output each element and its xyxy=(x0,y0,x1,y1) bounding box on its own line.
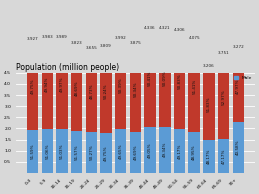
Bar xyxy=(203,69,215,140)
Text: 52.97%: 52.97% xyxy=(221,89,226,105)
Text: 49.75%: 49.75% xyxy=(104,146,108,161)
Bar xyxy=(42,40,53,129)
Bar xyxy=(115,41,126,129)
Bar xyxy=(233,50,244,122)
Text: 51.83%: 51.83% xyxy=(207,97,211,112)
Bar xyxy=(100,49,112,133)
Text: 3.751: 3.751 xyxy=(218,51,229,55)
Text: 50.83%: 50.83% xyxy=(177,73,182,89)
Text: 4.336: 4.336 xyxy=(144,26,156,30)
Text: 48.69%: 48.69% xyxy=(75,81,79,96)
Text: 3.992: 3.992 xyxy=(115,36,127,40)
Text: 50.41%: 50.41% xyxy=(148,71,152,87)
Text: 50.09%: 50.09% xyxy=(163,71,167,86)
Text: 4.321: 4.321 xyxy=(159,26,171,29)
Bar xyxy=(218,139,229,173)
Text: 50.39%: 50.39% xyxy=(119,77,123,93)
Text: 49.94%: 49.94% xyxy=(45,77,49,92)
Bar xyxy=(218,55,229,139)
Text: 40.58%: 40.58% xyxy=(236,140,240,155)
Bar xyxy=(174,129,185,173)
Text: 3.655: 3.655 xyxy=(85,46,97,50)
Text: 51.59%: 51.59% xyxy=(31,144,35,159)
Bar xyxy=(71,46,82,131)
Text: 49.34%: 49.34% xyxy=(163,142,167,157)
Bar xyxy=(159,126,170,173)
Text: 3.875: 3.875 xyxy=(130,41,141,45)
Bar xyxy=(27,42,38,130)
Bar xyxy=(189,132,200,173)
Text: 48.95%: 48.95% xyxy=(192,145,196,160)
Bar xyxy=(130,46,141,132)
Bar xyxy=(159,30,170,126)
Bar xyxy=(56,129,68,173)
Text: 50.34%: 50.34% xyxy=(133,81,138,97)
Bar xyxy=(42,129,53,173)
Text: 49.05%: 49.05% xyxy=(148,142,152,158)
Text: Population (million people): Population (million people) xyxy=(16,63,119,72)
Text: 4.306: 4.306 xyxy=(174,28,185,32)
Text: 3.989: 3.989 xyxy=(56,35,68,39)
Text: 49.65%: 49.65% xyxy=(119,143,123,159)
Bar xyxy=(86,132,97,173)
Bar xyxy=(130,132,141,173)
Bar xyxy=(86,51,97,132)
Bar xyxy=(233,122,244,173)
Bar xyxy=(203,140,215,173)
Text: 49.17%: 49.17% xyxy=(177,143,182,159)
Text: 51.57%: 51.57% xyxy=(75,144,79,160)
Text: 49.69%: 49.69% xyxy=(133,145,138,160)
Bar xyxy=(174,33,185,129)
Text: 3.927: 3.927 xyxy=(27,37,39,41)
Bar xyxy=(100,133,112,173)
Legend: Male: Male xyxy=(233,75,253,81)
Text: 51.06%: 51.06% xyxy=(45,143,49,158)
Text: 47.97%: 47.97% xyxy=(236,78,240,94)
Text: 51.41%: 51.41% xyxy=(192,79,196,94)
Bar xyxy=(56,40,68,129)
Text: 48.73%: 48.73% xyxy=(89,83,93,99)
Text: 3.272: 3.272 xyxy=(232,45,244,49)
Text: 50.27%: 50.27% xyxy=(89,145,93,160)
Text: 3.206: 3.206 xyxy=(203,64,215,68)
Text: 3.823: 3.823 xyxy=(71,41,83,45)
Text: 3.809: 3.809 xyxy=(100,44,112,48)
Text: 49.75%: 49.75% xyxy=(31,78,35,94)
Bar xyxy=(71,131,82,173)
Bar xyxy=(144,127,156,173)
Text: 4.075: 4.075 xyxy=(188,36,200,40)
Text: 49.97%: 49.97% xyxy=(60,76,64,92)
Bar xyxy=(189,41,200,132)
Bar xyxy=(144,31,156,127)
Bar xyxy=(27,130,38,173)
Text: 50.24%: 50.24% xyxy=(104,83,108,99)
Text: 47.17%: 47.17% xyxy=(221,148,226,164)
Text: 51.03%: 51.03% xyxy=(60,143,64,158)
Bar xyxy=(115,129,126,173)
Text: 3.983: 3.983 xyxy=(41,35,53,39)
Text: 48.17%: 48.17% xyxy=(207,149,211,164)
